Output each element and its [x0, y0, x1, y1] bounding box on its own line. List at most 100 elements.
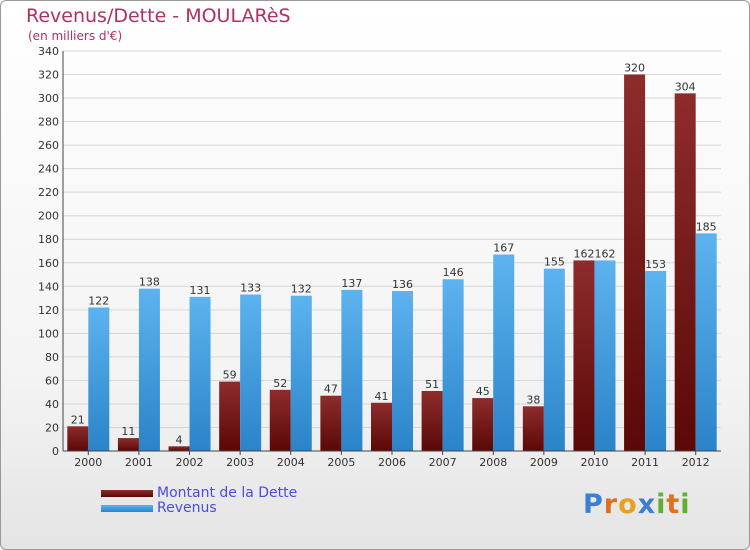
data-label-revenus: 137: [341, 277, 362, 290]
logo-letter: t: [666, 489, 681, 520]
y-tick-label: 320: [38, 69, 59, 82]
data-label-revenus: 162: [594, 247, 615, 260]
data-label-debt: 320: [624, 62, 645, 75]
data-label-debt: 4: [176, 433, 183, 446]
x-tick-label: 2010: [580, 456, 608, 469]
logo-letter: i: [656, 489, 667, 520]
chart-subtitle: (en milliers d'€): [28, 29, 123, 43]
bar-revenus: [543, 268, 565, 451]
y-tick-label: 0: [52, 445, 59, 458]
data-label-revenus: 155: [544, 256, 565, 269]
chart-title: Revenus/Dette - MOULARèS: [26, 5, 291, 27]
y-tick-label: 60: [45, 374, 59, 387]
data-label-revenus: 185: [696, 220, 717, 233]
bar-debt: [421, 391, 443, 451]
data-label-debt: 21: [71, 413, 85, 426]
bar-revenus: [88, 307, 110, 451]
y-tick-label: 120: [38, 304, 59, 317]
bar-revenus: [189, 296, 211, 451]
bar-debt: [269, 389, 291, 451]
legend-label-debt: Montant de la Dette: [157, 485, 298, 501]
bar-revenus: [493, 254, 515, 451]
x-tick-label: 2007: [429, 456, 457, 469]
bar-revenus: [645, 271, 667, 451]
y-tick-label: 80: [45, 351, 59, 364]
logo-letter: P: [583, 489, 604, 520]
y-tick-label: 240: [38, 163, 59, 176]
data-label-revenus: 132: [291, 283, 312, 296]
legend-swatch-revenus: [101, 505, 153, 512]
data-label-debt: 52: [273, 377, 287, 390]
data-label-revenus: 131: [190, 284, 211, 297]
axes: 0 20 40 60 80 100 120 140 160 180 200 220 240 260 280 3…: [38, 45, 721, 469]
x-tick-label: 2008: [479, 456, 507, 469]
y-tick-label: 100: [38, 327, 59, 340]
legend-label-revenus: Revenus: [157, 500, 217, 516]
bar-debt: [573, 260, 595, 451]
bar-revenus: [594, 260, 616, 451]
y-tick-label: 220: [38, 186, 59, 199]
data-label-revenus: 133: [240, 282, 261, 295]
bar-debt: [219, 381, 241, 451]
data-label-revenus: 167: [493, 242, 514, 255]
y-tick-label: 160: [38, 257, 59, 270]
y-tick-label: 300: [38, 92, 59, 105]
data-label-debt: 38: [526, 393, 540, 406]
data-label-debt: 47: [324, 383, 338, 396]
logo-letter: o: [618, 489, 638, 520]
x-tick-label: 2006: [378, 456, 406, 469]
x-tick-label: 2005: [327, 456, 355, 469]
data-label-revenus: 136: [392, 278, 413, 291]
data-label-debt: 45: [476, 385, 490, 398]
data-label-revenus: 122: [88, 294, 109, 307]
data-label-revenus: 146: [443, 266, 464, 279]
data-label-debt: 59: [223, 369, 237, 382]
bar-debt: [522, 406, 544, 451]
bar-revenus: [240, 294, 262, 451]
y-tick-label: 200: [38, 210, 59, 223]
bar-debt: [320, 395, 342, 451]
bar-revenus: [442, 279, 464, 451]
data-label-revenus: 153: [645, 258, 666, 271]
y-tick-label: 280: [38, 116, 59, 129]
bar-revenus: [341, 289, 363, 451]
logo-letter: x: [637, 489, 657, 520]
legend-swatch-debt: [101, 490, 153, 497]
bars: [67, 74, 717, 452]
data-label-revenus: 138: [139, 276, 160, 289]
bar-revenus: [138, 288, 160, 451]
bar-debt: [168, 446, 190, 451]
x-tick-label: 2011: [631, 456, 659, 469]
logo-letter: i: [680, 489, 691, 520]
bar-debt: [472, 398, 494, 451]
y-tick-label: 140: [38, 280, 59, 293]
data-label-debt: 162: [573, 247, 594, 260]
data-label-debt: 11: [121, 425, 135, 438]
y-tick-label: 340: [38, 45, 59, 58]
bar-debt: [674, 93, 696, 452]
y-tick-label: 260: [38, 139, 59, 152]
bar-revenus: [695, 233, 717, 451]
x-tick-label: 2000: [74, 456, 102, 469]
y-tick-label: 20: [45, 421, 59, 434]
x-tick-label: 2012: [682, 456, 710, 469]
proxiti-logo: Proxiti: [583, 489, 691, 520]
y-tick-label: 180: [38, 233, 59, 246]
bar-debt: [624, 74, 646, 451]
data-label-debt: 304: [675, 80, 696, 93]
data-label-debt: 51: [425, 378, 439, 391]
data-label-debt: 41: [375, 390, 389, 403]
bar-debt: [67, 426, 89, 451]
x-tick-label: 2004: [277, 456, 305, 469]
bar-revenus: [392, 291, 413, 451]
x-tick-label: 2001: [125, 456, 153, 469]
bar-debt: [117, 438, 139, 451]
x-tick-label: 2009: [530, 456, 558, 469]
logo-letter: r: [603, 489, 619, 520]
bar-revenus: [290, 295, 312, 451]
x-tick-label: 2002: [176, 456, 204, 469]
x-tick-label: 2003: [226, 456, 254, 469]
data-labels: 21 122 11 138 4 131 59 133 52 132 47 137 41 136 51 146 4…: [71, 62, 717, 447]
